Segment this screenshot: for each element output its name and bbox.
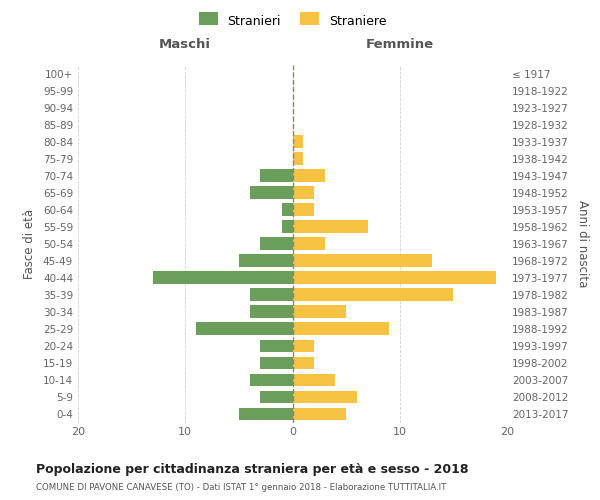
Bar bbox=[293, 408, 346, 420]
Bar bbox=[293, 220, 368, 233]
Bar bbox=[239, 408, 293, 420]
Bar bbox=[293, 356, 314, 370]
Bar bbox=[293, 170, 325, 182]
Bar bbox=[293, 340, 314, 352]
Bar bbox=[239, 254, 293, 267]
Bar bbox=[282, 220, 293, 233]
Legend: Stranieri, Straniere: Stranieri, Straniere bbox=[194, 10, 391, 34]
Bar bbox=[260, 340, 293, 352]
Bar bbox=[293, 272, 496, 284]
Text: Maschi: Maschi bbox=[159, 38, 211, 52]
Bar bbox=[282, 204, 293, 216]
Bar bbox=[293, 322, 389, 336]
Bar bbox=[196, 322, 293, 336]
Bar bbox=[260, 390, 293, 404]
Text: Popolazione per cittadinanza straniera per età e sesso - 2018: Popolazione per cittadinanza straniera p… bbox=[36, 462, 469, 475]
Bar bbox=[293, 186, 314, 199]
Bar bbox=[250, 374, 293, 386]
Bar bbox=[293, 374, 335, 386]
Y-axis label: Fasce di età: Fasce di età bbox=[23, 208, 36, 279]
Bar bbox=[260, 238, 293, 250]
Bar bbox=[293, 254, 432, 267]
Bar bbox=[250, 306, 293, 318]
Bar bbox=[260, 170, 293, 182]
Bar bbox=[153, 272, 293, 284]
Bar bbox=[293, 204, 314, 216]
Bar bbox=[293, 306, 346, 318]
Bar bbox=[293, 152, 303, 165]
Bar bbox=[293, 390, 357, 404]
Bar bbox=[293, 135, 303, 148]
Y-axis label: Anni di nascita: Anni di nascita bbox=[575, 200, 589, 288]
Text: Femmine: Femmine bbox=[365, 38, 434, 52]
Bar bbox=[293, 238, 325, 250]
Bar bbox=[260, 356, 293, 370]
Bar bbox=[250, 288, 293, 301]
Text: COMUNE DI PAVONE CANAVESE (TO) - Dati ISTAT 1° gennaio 2018 - Elaborazione TUTTI: COMUNE DI PAVONE CANAVESE (TO) - Dati IS… bbox=[36, 482, 446, 492]
Bar bbox=[293, 288, 454, 301]
Bar bbox=[250, 186, 293, 199]
